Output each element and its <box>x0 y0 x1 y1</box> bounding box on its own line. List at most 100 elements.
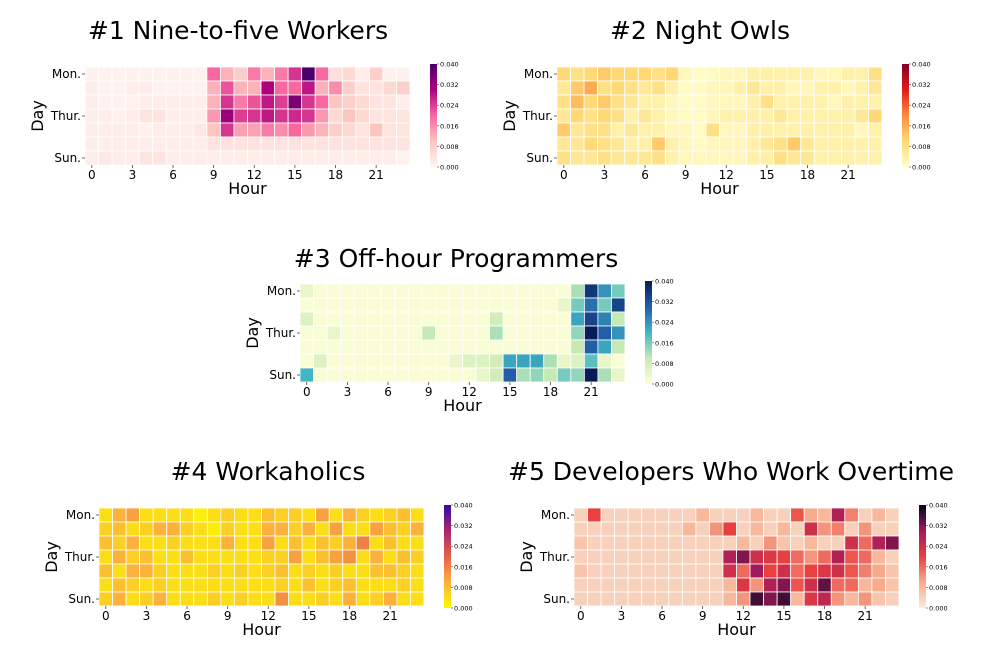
colorbar-tick-label: 0.000 <box>655 381 674 389</box>
heatmap-cell <box>695 549 710 565</box>
heatmap-cell <box>681 521 697 537</box>
heatmap-cell <box>709 521 724 537</box>
heatmap-cell <box>776 535 792 551</box>
x-tick-label: 3 <box>143 609 151 623</box>
heatmap-cell <box>722 577 737 593</box>
x-tick-label: 9 <box>224 609 232 623</box>
heatmap-cell <box>722 521 737 537</box>
heatmap-cell <box>573 549 588 565</box>
heatmap-cell <box>654 563 670 579</box>
colorbar-tick-label: 0.024 <box>912 102 931 110</box>
heatmap-cell <box>587 591 602 607</box>
x-axis-label: Hour <box>228 179 267 198</box>
x-tick-label: 3 <box>618 609 626 623</box>
colorbar-tick-label: 0.016 <box>454 563 473 571</box>
heatmap-cell <box>749 507 764 523</box>
heatmap-cell <box>763 549 778 565</box>
heatmap-cell <box>722 507 737 523</box>
heatmap-cell <box>830 563 846 579</box>
heatmap-cell <box>627 591 643 607</box>
colorbar-tick-label: 0.040 <box>454 502 473 510</box>
heatmap-cell <box>763 577 778 593</box>
heatmap-cell <box>654 535 670 551</box>
heatmap-cell <box>885 549 900 565</box>
colorbar-tick-label: 0.000 <box>912 164 931 172</box>
heatmap-cell <box>681 591 697 607</box>
heatmap-cell <box>600 535 616 551</box>
heatmap-cell <box>817 563 832 579</box>
x-tick-label: 18 <box>342 609 357 623</box>
heatmap-cell <box>803 507 819 523</box>
x-tick-label: 21 <box>369 168 384 182</box>
heatmap-cell <box>790 521 805 537</box>
heatmap-cell <box>736 507 751 523</box>
x-axis-label: Hour <box>443 396 482 415</box>
heatmap-cell <box>396 150 411 166</box>
x-tick-label: 18 <box>328 168 343 182</box>
heatmap-cell <box>857 591 873 607</box>
x-tick-label: 0 <box>102 609 110 623</box>
heatmap-cell <box>668 507 683 523</box>
heatmap-cell <box>736 521 751 537</box>
heatmap-cell <box>763 535 778 551</box>
x-tick-label: 6 <box>183 609 191 623</box>
colorbar-tick-label: 0.032 <box>912 81 931 89</box>
heatmap-cell <box>627 549 643 565</box>
heatmap-cell <box>614 535 629 551</box>
x-tick-label: 12 <box>719 168 734 182</box>
heatmap-cell <box>573 507 588 523</box>
heatmap-cell <box>614 563 629 579</box>
y-tick-label: Sun. <box>269 368 296 382</box>
heatmap-cell <box>871 535 886 551</box>
heatmap-cell <box>641 577 656 593</box>
x-tick-label: 12 <box>462 385 477 399</box>
y-axis-label: Day <box>517 541 536 573</box>
x-tick-label: 0 <box>88 168 96 182</box>
heatmap-cell <box>763 591 778 607</box>
heatmap-cell <box>668 577 683 593</box>
heatmap-cell <box>871 577 886 593</box>
heatmap-cell <box>844 591 859 607</box>
heatmap-cell <box>587 535 602 551</box>
heatmap-cell <box>736 591 751 607</box>
colorbar-tick-label: 0.016 <box>440 122 459 130</box>
heatmap-cell <box>709 577 724 593</box>
colorbar-tick-label: 0.000 <box>440 164 459 172</box>
x-tick-label: 0 <box>560 168 568 182</box>
heatmap-cell <box>817 591 832 607</box>
colorbar-tick-label: 0.016 <box>912 122 931 130</box>
heatmap-cell <box>857 577 873 593</box>
heatmap-cell <box>776 577 792 593</box>
colorbar <box>919 505 926 608</box>
colorbar-tick-label: 0.024 <box>440 102 459 110</box>
colorbar-tick-label: 0.000 <box>454 605 473 613</box>
heatmap-cell <box>885 591 900 607</box>
y-tick-label: Thur. <box>522 109 553 123</box>
heatmap-cell <box>790 549 805 565</box>
heatmap-cell <box>573 577 588 593</box>
x-tick-label: 15 <box>759 168 774 182</box>
heatmap-cell <box>749 577 764 593</box>
heatmap-cell <box>654 591 670 607</box>
colorbar <box>645 281 652 384</box>
heatmap-cell <box>641 563 656 579</box>
x-tick-label: 6 <box>384 385 392 399</box>
heatmap-cell <box>573 563 588 579</box>
x-tick-label: 15 <box>301 609 316 623</box>
x-tick-label: 21 <box>858 609 873 623</box>
heatmap-cell <box>627 563 643 579</box>
heatmap-cell <box>573 521 588 537</box>
heatmap-cell <box>885 521 900 537</box>
colorbar-tick-label: 0.040 <box>912 61 931 69</box>
x-tick-label: 21 <box>841 168 856 182</box>
heatmap-cell <box>844 549 859 565</box>
heatmap-cell <box>817 521 832 537</box>
heatmap-cell <box>614 591 629 607</box>
heatmap-cell <box>830 577 846 593</box>
x-tick-label: 12 <box>247 168 262 182</box>
heatmap-cell <box>573 535 588 551</box>
heatmap-cell <box>844 563 859 579</box>
heatmap-cell <box>803 591 819 607</box>
heatmap-cell <box>830 549 846 565</box>
heatmap-cell <box>749 535 764 551</box>
